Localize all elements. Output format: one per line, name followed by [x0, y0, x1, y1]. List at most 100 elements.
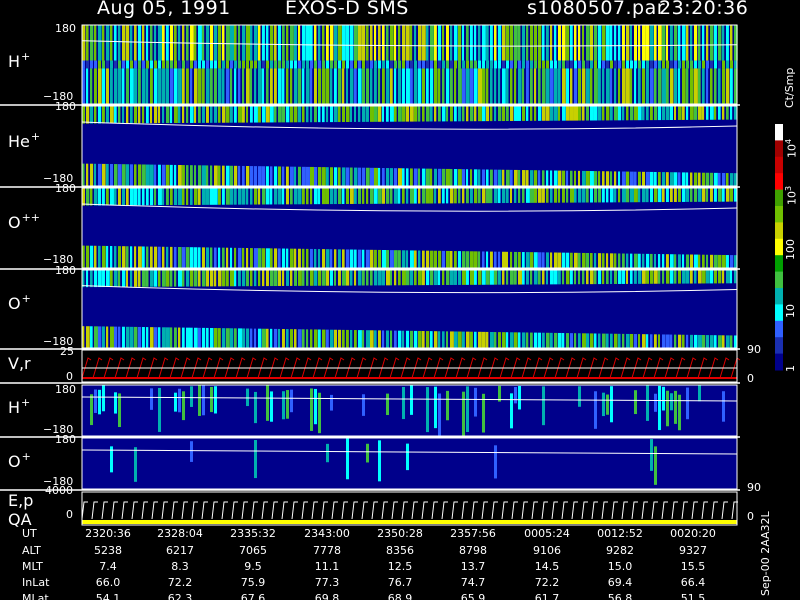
- panel-o-plus-band-top: [634, 270, 637, 284]
- panel-o-plus-band-bottom: [486, 331, 489, 348]
- panel-h-plus-band-bottom: [246, 68, 250, 104]
- panel-o-plus-plus-band-bottom: [414, 250, 417, 268]
- panel-h-plus-band-mid: [582, 60, 585, 69]
- panel-h-plus-band-top: [514, 25, 518, 61]
- panel-he-plus-band-bottom: [666, 172, 669, 186]
- panel-o-plus-band-bottom: [426, 331, 430, 348]
- panel-h-plus-band-bottom: [298, 68, 302, 104]
- panel-o-plus-plus-band-bottom: [130, 246, 133, 268]
- panel-o-plus-band-bottom: [658, 334, 661, 348]
- panel-he-plus-band-top: [422, 106, 425, 122]
- panel-h-plus-band-top: [246, 25, 250, 61]
- panel-h-plus-band-mid: [406, 60, 409, 69]
- panel-he-plus-band-bottom: [510, 169, 513, 186]
- panel-h-plus-band-bottom: [314, 68, 317, 104]
- panel-o-plus-plus-band-top: [498, 188, 501, 204]
- panel-h-plus-band-mid: [342, 60, 345, 69]
- panel-h-plus-band-bottom: [598, 68, 601, 104]
- panel-o-plus-plus-band-top: [114, 188, 117, 206]
- panel-o-plus-band-bottom: [362, 330, 365, 348]
- panel-o-plus-plus-band-bottom: [174, 246, 177, 268]
- panel-o-plus-2-burst: [190, 441, 193, 462]
- panel-he-plus-band-bottom: [498, 169, 502, 186]
- header-date: Aug 05, 1991: [97, 0, 231, 19]
- panel-he-plus-band-top: [726, 106, 729, 120]
- panel-h-plus-band-top: [214, 25, 218, 61]
- panel-h-plus-band-bottom: [162, 68, 166, 104]
- panel-h-plus-band-top: [426, 25, 429, 61]
- vr-sawtooth: [433, 357, 444, 379]
- panel-h-plus-band-top: [394, 25, 397, 61]
- panel-o-plus-plus-band-bottom: [670, 254, 674, 268]
- ep-step: [241, 501, 248, 520]
- panel-he-plus-band-top: [342, 106, 346, 123]
- panel-o-plus-band-bottom: [394, 330, 397, 348]
- panel-o-plus-plus-band-top: [490, 188, 493, 204]
- ep-step: [671, 501, 678, 520]
- panel-he-plus-band-bottom: [486, 169, 489, 186]
- panel-h-plus-band-top: [138, 25, 142, 61]
- panel-o-plus-plus-band-top: [514, 188, 517, 203]
- panel-o-plus-band-top: [178, 270, 182, 287]
- panel-he-plus-band-bottom: [262, 166, 266, 186]
- rtick-ep-bottom: 0: [747, 510, 754, 523]
- panel-h-plus-band-bottom: [478, 68, 482, 104]
- panel-h-plus-band-bottom: [510, 68, 513, 104]
- ep-step: [211, 501, 218, 520]
- panel-h-plus-band-mid: [382, 60, 385, 69]
- panel-o-plus-plus-band-bottom: [702, 254, 705, 268]
- panel-o-plus-plus-band-bottom: [538, 252, 542, 268]
- panel-h-plus-band-mid: [210, 60, 213, 69]
- panel-o-plus-plus-band-bottom: [382, 249, 386, 268]
- footer-cell: 14.5: [534, 560, 560, 573]
- panel-o-plus-band-top: [406, 270, 410, 286]
- panel-h-plus-band-mid: [662, 60, 665, 69]
- panel-h-plus-band-top: [134, 25, 137, 61]
- ep-step: [381, 501, 388, 520]
- panel-h-plus-band-top: [602, 25, 606, 61]
- footer-cell: 68.9: [387, 592, 413, 600]
- panel-o-plus-band-top: [214, 270, 217, 287]
- panel-o-plus-band-bottom: [514, 332, 518, 348]
- panel-he-plus-band-bottom: [634, 171, 637, 186]
- panel-he-plus-band-top: [678, 106, 682, 120]
- panel-h-plus-2-burst: [266, 385, 269, 421]
- panel-he-plus-band-top: [534, 106, 537, 121]
- vr-sawtooth: [719, 357, 730, 379]
- panel-he-plus-band-top: [458, 106, 462, 122]
- panel-o-plus-band-top: [602, 270, 605, 285]
- panel-o-plus-plus-band-top: [610, 188, 614, 203]
- panel-h-plus-band-top: [402, 25, 406, 61]
- panel-h-plus-band-top: [202, 25, 205, 61]
- panel-o-plus-band-top: [514, 270, 517, 285]
- panel-h-plus-band-top: [666, 25, 669, 61]
- panel-he-plus-band-bottom: [534, 170, 538, 186]
- panel-o-plus-band-bottom: [342, 329, 345, 348]
- panel-he-plus-band-top: [594, 106, 598, 121]
- panel-o-plus-plus-band-bottom: [666, 254, 669, 268]
- panel-o-plus-trace: [81, 285, 738, 294]
- panel-h-plus-band-mid: [470, 60, 473, 69]
- panel-o-plus-band-bottom: [202, 327, 206, 348]
- panel-h-plus-2-burst: [286, 390, 289, 419]
- panel-h-plus-band-bottom: [94, 68, 97, 104]
- panel-o-plus-band-top: [398, 270, 401, 286]
- panel-o-plus-plus-band-bottom: [186, 247, 190, 268]
- panel-o-plus-band-top: [726, 270, 730, 284]
- panel-o-plus-band-top: [374, 270, 378, 286]
- panel-o-plus-plus-band-bottom: [506, 251, 509, 268]
- panel-h-plus-band-bottom: [374, 68, 377, 104]
- panel-h-plus-band-bottom: [694, 68, 698, 104]
- panel-o-plus-plus-band-bottom: [154, 246, 158, 268]
- panel-o-plus-band-top: [538, 270, 541, 285]
- panel-h-plus-band-bottom: [286, 68, 289, 104]
- panel-h-plus-2-burst: [606, 394, 609, 415]
- panel-o-plus-band-top: [474, 270, 477, 285]
- panel-o-plus-plus-band-bottom: [646, 253, 650, 268]
- panel-he-plus-band-top: [166, 106, 170, 124]
- panel-o-plus-band-top: [378, 270, 382, 286]
- panel-o-plus-band-bottom: [146, 327, 149, 348]
- panel-o-plus-band-top: [306, 270, 309, 286]
- panel-o-plus-plus-band-bottom: [618, 253, 621, 268]
- panel-o-plus-band-bottom: [462, 331, 465, 348]
